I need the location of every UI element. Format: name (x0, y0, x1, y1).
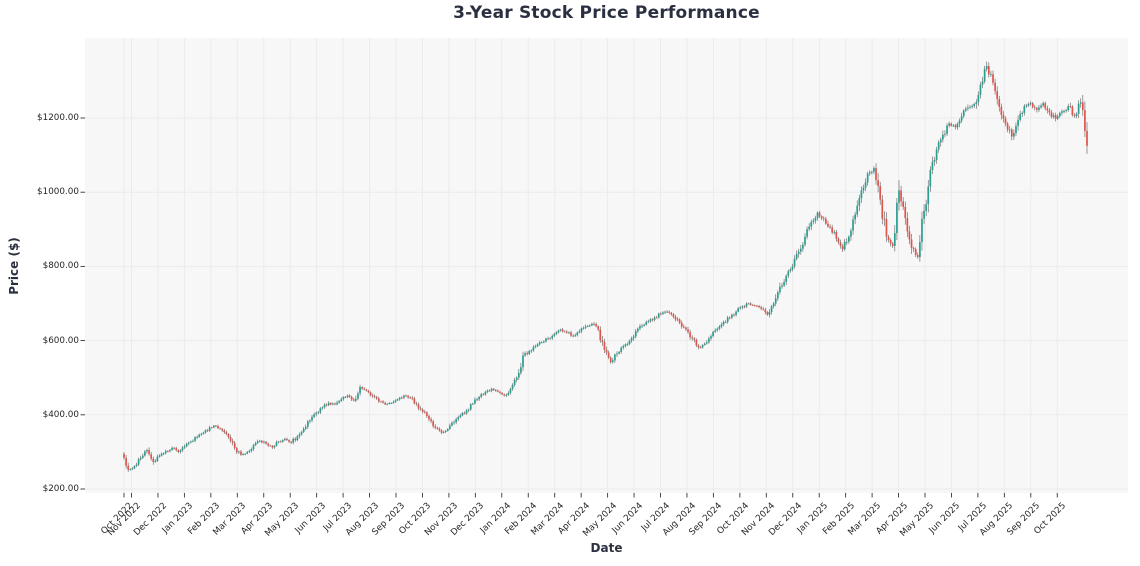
y-tick-label: $1000.00 (37, 187, 79, 198)
chart-title: 3-Year Stock Price Performance (453, 3, 760, 23)
candles-layer (123, 66, 1088, 471)
grid-layer (85, 38, 1128, 493)
y-tick-label: $1200.00 (37, 113, 79, 123)
x-axis-title: Date (590, 541, 623, 555)
tick-marks (80, 117, 1058, 498)
y-tick-label: $200.00 (42, 484, 79, 494)
plot-background (85, 38, 1128, 493)
y-tick-label: $600.00 (42, 335, 79, 346)
y-tick-label: $800.00 (42, 261, 79, 272)
wicks-layer (123, 61, 1088, 472)
y-tick-label: $400.00 (42, 409, 79, 420)
